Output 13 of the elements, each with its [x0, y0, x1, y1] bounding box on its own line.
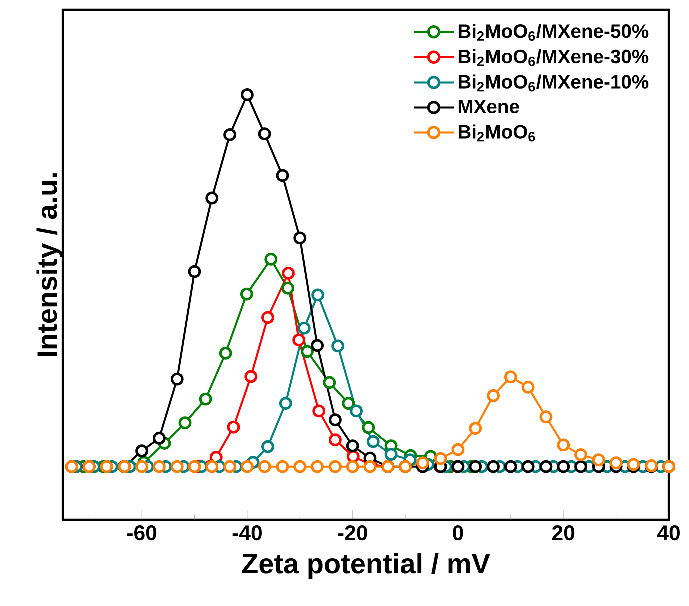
- x-tick-label: -20: [338, 526, 368, 541]
- x-tick-label: 0: [453, 526, 464, 541]
- x-tick-label: -60: [127, 526, 157, 541]
- legend-label: Bi$_{2}$MoO$_{6}$/MXene-30%: [458, 49, 649, 66]
- legend-label: Bi$_{2}$MoO$_{6}$/MXene-10%: [458, 74, 649, 92]
- x-tick-label: 20: [552, 526, 575, 541]
- x-tick-label: -40: [232, 526, 262, 541]
- y-axis-title: Intensity / a.u.: [36, 174, 63, 356]
- legend-label: Bi$_{2}$MoO$_{6}$: [458, 124, 536, 142]
- legend-label: MXene: [458, 100, 520, 114]
- x-tick-label: 40: [657, 526, 680, 541]
- legend-label: Bi$_{2}$MoO$_{6}$/MXene-50%: [458, 24, 649, 42]
- x-axis-title: Zeta potential / mV: [242, 553, 490, 580]
